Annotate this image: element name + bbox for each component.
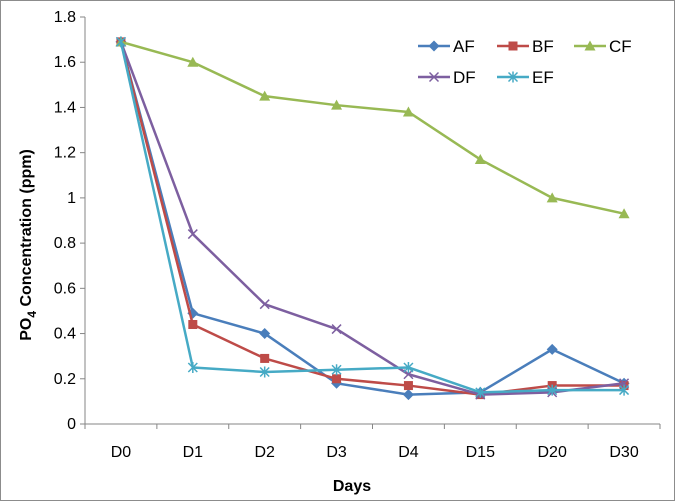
series-af: [115, 36, 630, 401]
x-tick-label: D1: [183, 444, 204, 461]
data-point: [474, 153, 486, 164]
y-tick-label: 0: [67, 416, 76, 433]
data-point: [475, 386, 486, 398]
data-point: [402, 106, 414, 117]
y-tick-label: 1.6: [54, 54, 76, 71]
legend-item-df: DF: [418, 68, 476, 87]
series-line-df: [119, 41, 625, 396]
data-point: [188, 320, 198, 330]
legend-label: CF: [609, 37, 632, 56]
data-point: [546, 192, 558, 203]
series-line-bf: [119, 41, 625, 396]
y-tick-label: 0.4: [54, 326, 76, 343]
legend-item-cf: CF: [574, 37, 632, 56]
x-tick-label: D20: [538, 444, 567, 461]
data-point: [260, 353, 270, 363]
data-point: [584, 40, 596, 51]
data-point: [508, 41, 518, 51]
y-axis-title: PO4 Concentration (ppm): [18, 149, 39, 341]
series-line-cf: [120, 40, 625, 215]
x-axis-title: Days: [333, 478, 371, 495]
data-point: [259, 366, 270, 378]
data-point: [259, 299, 270, 310]
legend-label: BF: [532, 37, 554, 56]
y-tick-label: 1.4: [54, 99, 76, 116]
data-point: [428, 71, 440, 83]
y-tick-label: 0.6: [54, 280, 76, 297]
series-ef: [115, 36, 630, 398]
data-point: [331, 324, 342, 335]
data-point: [403, 361, 414, 373]
legend-item-ef: EF: [497, 68, 554, 87]
x-tick-label: D3: [326, 444, 347, 461]
y-tick-label: 0.8: [54, 235, 76, 252]
data-point: [331, 364, 342, 376]
y-tick-label: 1: [67, 190, 76, 207]
legend-label: AF: [453, 37, 475, 56]
data-point: [403, 381, 413, 391]
series-layer: [115, 36, 630, 401]
data-point: [259, 90, 271, 101]
x-tick-label: D4: [398, 444, 419, 461]
data-point: [428, 40, 440, 52]
series-cf: [115, 36, 630, 219]
x-tick-label: D0: [111, 444, 132, 461]
legend-label: EF: [532, 68, 554, 87]
y-axis-title-rest: Concentration (ppm): [18, 149, 35, 311]
data-point: [187, 361, 198, 373]
legend: AF BF CF DF EF: [418, 37, 632, 87]
series-line-af: [119, 41, 625, 396]
data-point: [507, 71, 519, 83]
data-point: [115, 36, 126, 48]
data-point: [546, 343, 558, 355]
data-point: [402, 389, 414, 401]
legend-item-af: AF: [418, 37, 475, 56]
data-point: [187, 229, 198, 240]
data-point: [618, 208, 630, 219]
series-line-ef: [119, 41, 625, 394]
data-point: [259, 328, 271, 340]
legend-label: DF: [453, 68, 476, 87]
x-tick-label: D15: [466, 444, 495, 461]
y-axis-title-sub: 4: [25, 311, 39, 318]
legend-item-bf: BF: [497, 37, 554, 56]
data-point: [547, 384, 558, 396]
x-tick-label: D2: [254, 444, 275, 461]
data-point: [187, 56, 199, 67]
y-tick-label: 0.2: [54, 371, 76, 388]
x-tick-label: D30: [609, 444, 638, 461]
y-tick-label: 1.2: [54, 145, 76, 162]
axes: 0 0.2 0.4 0.6 0.8 1 1.2 1.4 1.6 1.8 D0 D1 D2 D3 D4 D15 D…: [54, 9, 661, 461]
data-point: [332, 374, 342, 384]
y-tick-label: 1.8: [54, 9, 76, 26]
y-axis-title-main: PO: [18, 318, 35, 341]
data-point: [331, 99, 343, 110]
data-point: [619, 384, 630, 396]
